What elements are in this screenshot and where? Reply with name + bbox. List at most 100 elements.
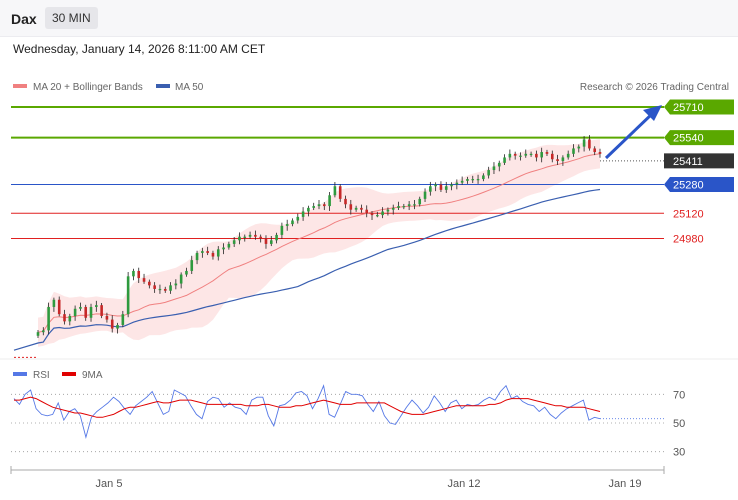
last-price-label: 25411 <box>673 156 703 168</box>
candle-body <box>105 315 109 320</box>
candle <box>105 312 109 323</box>
candle-body <box>211 252 215 257</box>
candle <box>423 188 427 202</box>
candle-body <box>110 319 114 329</box>
candle <box>450 182 453 191</box>
candle <box>317 199 321 210</box>
candle-body <box>36 332 40 336</box>
ma50-line <box>13 188 601 351</box>
candle-body <box>529 153 533 156</box>
candle <box>179 272 183 289</box>
candle-body <box>323 204 326 207</box>
candle-body <box>222 247 225 250</box>
candle-body <box>577 146 581 149</box>
candle-body <box>423 191 427 199</box>
candle-body <box>174 283 178 286</box>
candle-body <box>132 270 135 277</box>
candle <box>95 300 98 312</box>
candle-body <box>153 285 156 289</box>
candle-body <box>169 285 172 291</box>
candle <box>407 201 411 211</box>
price-levels <box>11 106 664 240</box>
candle <box>323 202 326 211</box>
candle <box>195 250 199 265</box>
legend: MA 20 + Bollinger Bands MA 50 Research ©… <box>13 82 729 93</box>
x-tick-label: Jan 12 <box>447 478 480 490</box>
candle <box>89 303 93 322</box>
candle-body <box>243 236 247 238</box>
candle-body <box>429 186 432 192</box>
candle <box>206 246 209 256</box>
candle <box>402 203 406 210</box>
candle-body <box>201 251 204 253</box>
candle <box>47 302 50 335</box>
forecast-arrow <box>604 105 662 160</box>
candle <box>455 179 459 190</box>
candle <box>349 199 353 215</box>
candle <box>307 205 310 217</box>
candle <box>550 150 554 163</box>
candle-body <box>439 184 443 190</box>
candle <box>137 267 141 284</box>
interval-selector[interactable]: 30 MIN <box>45 7 98 29</box>
candle <box>593 146 596 156</box>
timestamp: Wednesday, January 14, 2026 8:11:00 AM C… <box>13 42 266 56</box>
candle <box>232 237 236 247</box>
candle-body <box>42 330 45 333</box>
candle <box>296 213 300 224</box>
candle-body <box>508 153 512 158</box>
pivot-label-25280: 25280 <box>673 179 704 191</box>
candle-body <box>482 175 485 180</box>
bollinger-band <box>38 139 600 347</box>
candle-body <box>238 236 241 241</box>
candle <box>566 150 570 160</box>
candle <box>577 144 581 153</box>
candle <box>227 241 231 250</box>
candle <box>429 181 432 196</box>
candle <box>540 147 543 163</box>
candle <box>413 199 416 210</box>
candle-body <box>158 288 162 291</box>
candle-body <box>588 139 591 149</box>
candle-body <box>471 179 475 181</box>
candle-body <box>73 308 77 316</box>
candle <box>476 174 480 184</box>
candle <box>158 284 162 294</box>
candle <box>524 149 528 158</box>
candle <box>561 155 565 166</box>
candle-body <box>540 152 543 158</box>
time-axis: Jan 5 Jan 12 Jan 19 <box>10 466 665 490</box>
candle-body <box>317 204 321 207</box>
rsi-level-label-70: 70 <box>673 389 685 401</box>
candle-body <box>137 270 141 279</box>
candle-body <box>418 198 422 205</box>
rsi-panel: 70 50 30 <box>11 384 685 459</box>
candle-body <box>524 153 528 156</box>
candle-body <box>397 206 400 208</box>
candle <box>285 219 289 231</box>
candle <box>254 230 257 240</box>
candle-body <box>550 153 554 160</box>
candle <box>238 232 241 245</box>
candle <box>513 151 517 160</box>
forecast-arrow-head <box>643 105 662 121</box>
candle-body <box>413 204 416 206</box>
candle-body <box>598 152 602 154</box>
candle-body <box>285 224 289 226</box>
candle <box>57 296 61 317</box>
candle <box>163 286 167 293</box>
candle-body <box>312 206 315 208</box>
candle <box>365 205 369 218</box>
candle <box>381 207 384 219</box>
candle-body <box>556 159 559 162</box>
moving-averages <box>13 153 601 358</box>
candle <box>344 195 347 209</box>
resistance-label-25710: 25710 <box>673 102 704 114</box>
candle <box>73 305 77 321</box>
candle-body <box>206 251 209 253</box>
candle-body <box>561 157 565 162</box>
candle-body <box>57 299 61 315</box>
candle-body <box>52 299 56 307</box>
candle-body <box>535 153 538 158</box>
